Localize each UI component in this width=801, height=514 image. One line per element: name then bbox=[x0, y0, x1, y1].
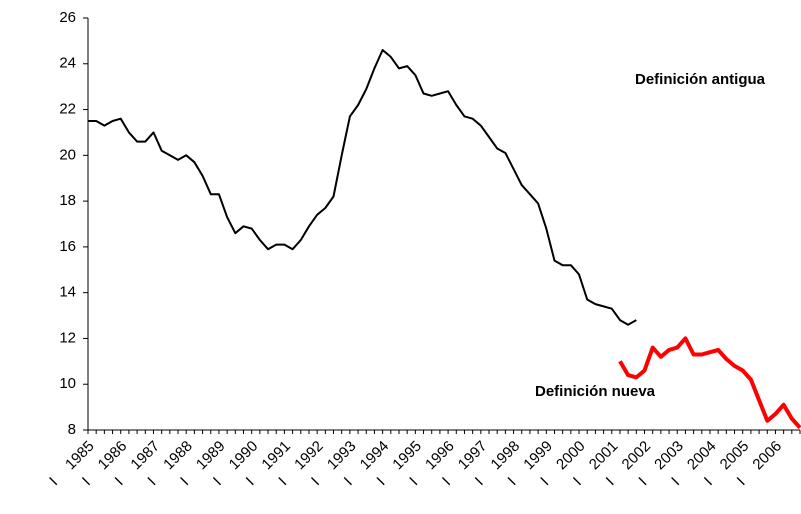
y-tick-label: 18 bbox=[59, 192, 76, 209]
y-tick-label: 16 bbox=[59, 238, 76, 255]
y-tick-label: 20 bbox=[59, 146, 76, 163]
y-tick-label: 8 bbox=[68, 421, 76, 438]
y-tick-label: 10 bbox=[59, 375, 76, 392]
line-series bbox=[88, 49, 637, 326]
line-series bbox=[618, 336, 801, 430]
annotation: Definición nueva bbox=[535, 383, 656, 400]
y-tick-label: 26 bbox=[59, 9, 76, 26]
annotation: Definición antigua bbox=[635, 71, 766, 88]
y-tick-label: 22 bbox=[59, 101, 76, 118]
y-tick-label: 12 bbox=[59, 329, 76, 346]
y-tick-label: 24 bbox=[59, 55, 76, 72]
y-tick-label: 14 bbox=[59, 284, 76, 301]
